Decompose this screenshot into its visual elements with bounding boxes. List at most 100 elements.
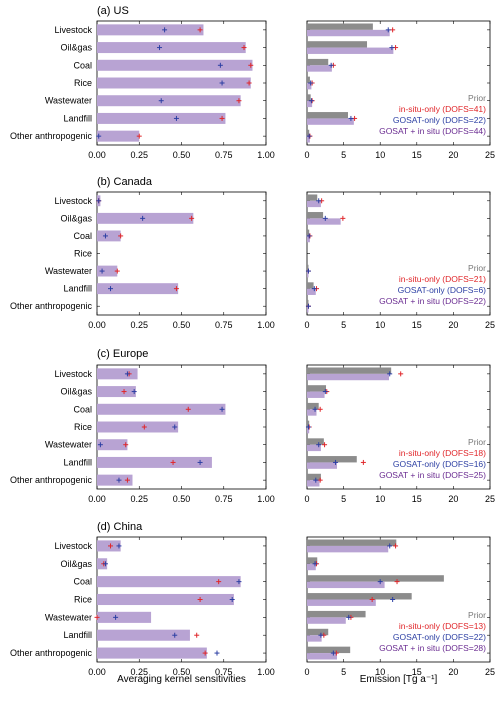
ak-point-gosat — [219, 80, 225, 86]
x-tick-label: 0.50 — [173, 494, 191, 504]
legend-entry: GOSAT-only (DOFS=16) — [393, 459, 486, 469]
panel-title: (b) Canada — [97, 176, 153, 188]
emission-point-gosat — [316, 442, 322, 448]
ak-point-insitu — [114, 268, 120, 274]
emission-point-gosat — [308, 98, 314, 104]
ak-bar-combined — [97, 265, 118, 277]
ak-point-gosat — [172, 424, 178, 430]
ak-bar-combined — [97, 77, 251, 89]
x-tick-label: 15 — [412, 667, 422, 677]
ak-point-insitu — [124, 477, 130, 483]
x-tick-label: 1.00 — [257, 494, 275, 504]
legend-entry: GOSAT + in situ (DOFS=25) — [379, 470, 486, 480]
x-tick-label: 15 — [412, 494, 422, 504]
ak-point-gosat — [102, 561, 108, 567]
category-label: Livestock — [54, 541, 92, 551]
emission-bar-combined — [307, 218, 341, 225]
category-label: Rice — [74, 422, 92, 432]
emission-point-gosat — [312, 406, 318, 412]
ak-point-insitu — [216, 579, 222, 585]
ak-point-gosat — [236, 579, 242, 585]
x-axis-label-left: Averaging kernel sensitivities — [117, 674, 246, 685]
emission-bar-combined — [307, 462, 338, 469]
x-tick-label: 0.75 — [215, 494, 233, 504]
ak-point-insitu — [136, 133, 142, 139]
category-label: Wastewater — [45, 266, 92, 276]
ak-point-gosat — [96, 198, 102, 204]
emission-point-gosat — [308, 80, 314, 86]
x-tick-label: 0.25 — [130, 667, 148, 677]
emission-bar-prior — [307, 129, 310, 137]
emission-bar-combined — [307, 271, 309, 278]
emission-bar-prior — [307, 264, 309, 272]
x-tick-label: 5 — [341, 320, 346, 330]
ak-point-insitu — [248, 62, 254, 68]
emission-point-gosat — [305, 268, 311, 274]
emission-bar-prior — [307, 94, 311, 101]
category-label: Oil&gas — [60, 43, 92, 53]
legend-entry: GOSAT-only (DOFS=6) — [398, 285, 487, 295]
x-tick-label: 20 — [448, 667, 458, 677]
legend-entry: GOSAT + in situ (DOFS=28) — [379, 643, 486, 653]
emission-point-gosat — [305, 424, 311, 430]
x-tick-label: 1.00 — [257, 150, 275, 160]
ak-point-gosat — [131, 389, 137, 395]
emission-bar-combined — [307, 29, 390, 37]
emission-point-insitu — [390, 27, 396, 33]
emission-bar-combined — [307, 391, 325, 398]
x-tick-label: 0.75 — [215, 320, 233, 330]
x-tick-label: 0.00 — [88, 667, 106, 677]
emission-point-gosat — [316, 198, 322, 204]
emission-bar-prior — [307, 628, 329, 636]
category-label: Livestock — [54, 196, 92, 206]
emission-bar-prior — [307, 610, 366, 618]
ak-point-insitu — [108, 543, 114, 549]
emission-bar-prior — [307, 593, 412, 600]
ak-point-gosat — [108, 286, 114, 292]
legend-entry: Prior — [468, 93, 486, 103]
emission-point-gosat — [322, 389, 328, 395]
x-tick-label: 0.25 — [130, 150, 148, 160]
emission-bar-combined — [307, 288, 316, 295]
category-label: Rice — [74, 78, 92, 88]
ak-bar-combined — [97, 629, 190, 641]
category-label: Other anthropogenic — [10, 301, 93, 311]
emission-point-insitu — [398, 371, 404, 377]
category-label: Other anthropogenic — [10, 475, 93, 485]
emission-bar-prior — [307, 367, 392, 374]
legend-entry: in-situ-only (DOFS=18) — [399, 448, 486, 458]
emission-point-insitu — [322, 442, 328, 448]
emission-point-insitu — [317, 406, 323, 412]
category-label: Livestock — [54, 369, 92, 379]
ak-point-gosat — [113, 614, 119, 620]
ak-point-gosat — [217, 62, 223, 68]
ak-point-insitu — [189, 215, 195, 221]
emission-bar-combined — [307, 444, 321, 452]
emission-bar-prior — [307, 41, 368, 48]
ak-point-gosat — [99, 268, 105, 274]
x-tick-label: 25 — [485, 667, 495, 677]
emission-point-gosat — [387, 371, 393, 377]
emission-bar-prior — [307, 385, 327, 392]
x-tick-label: 0 — [304, 494, 309, 504]
emission-bar-prior — [307, 76, 310, 83]
legend-entry: in-situ-only (DOFS=41) — [399, 104, 486, 114]
emission-point-gosat — [389, 45, 395, 51]
emission-bar-prior — [307, 420, 310, 427]
x-tick-label: 0.00 — [88, 150, 106, 160]
x-tick-label: 25 — [485, 150, 495, 160]
emission-bar-prior — [307, 299, 309, 307]
x-tick-label: 25 — [485, 494, 495, 504]
ak-point-gosat — [158, 98, 164, 104]
emission-bar-combined — [307, 373, 389, 381]
emission-point-gosat — [346, 614, 352, 620]
category-label: Oil&gas — [60, 213, 92, 223]
panel-title: (c) Europe — [97, 348, 148, 360]
emission-point-gosat — [311, 286, 317, 292]
ak-point-insitu — [185, 406, 191, 412]
ak-point-insitu — [170, 459, 176, 465]
emission-bar-combined — [307, 65, 332, 72]
ak-bar-combined — [97, 130, 140, 142]
x-tick-label: 25 — [485, 320, 495, 330]
emission-bar-prior — [307, 23, 373, 30]
